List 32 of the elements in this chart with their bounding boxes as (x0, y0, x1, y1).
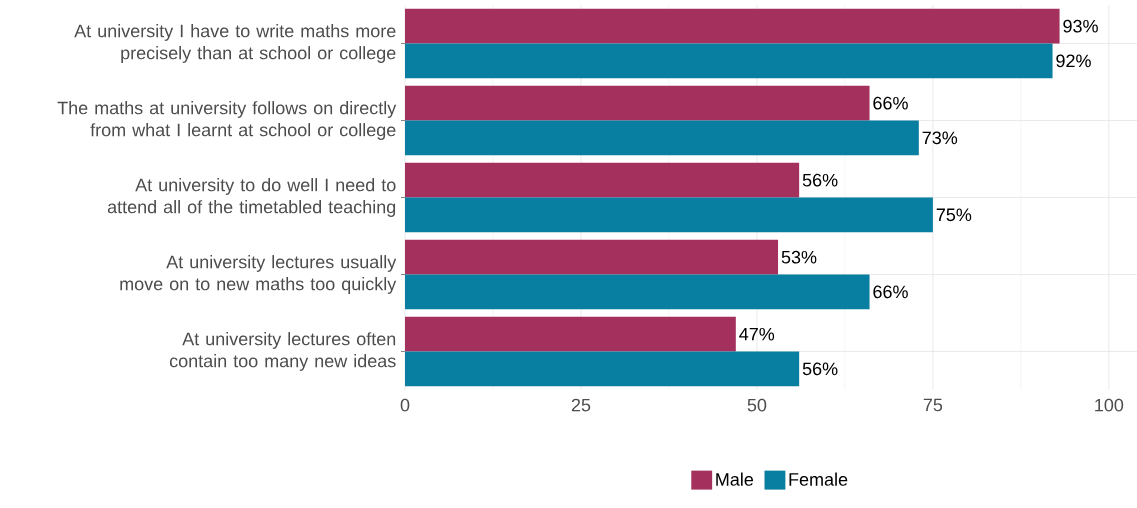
y-tick-label: At university I have to write maths more precisely than at school or college (74, 24, 396, 63)
data-label: 75% (936, 208, 972, 222)
data-label: 56% (802, 173, 838, 187)
bar (405, 197, 933, 233)
bar (405, 274, 870, 310)
bar (405, 316, 736, 352)
bar (405, 8, 1060, 44)
x-tick-label: 50 (747, 398, 767, 412)
y-tick-label: The maths at university follows on directly from what I learnt at school or college (57, 101, 397, 140)
data-label: 53% (781, 250, 817, 264)
x-tick-label: 25 (571, 398, 591, 412)
data-label: 56% (802, 362, 838, 376)
data-label: 73% (922, 131, 958, 145)
data-label: 47% (739, 327, 775, 341)
x-tick-label: 0 (400, 398, 410, 412)
legend-label: Male (716, 472, 754, 486)
data-label: 66% (873, 285, 908, 299)
y-tick-label: At university to do well I need to attend all of the timetabled teaching (107, 178, 396, 217)
bar (405, 239, 779, 275)
data-label: 92% (1056, 54, 1091, 68)
legend-label: Female (789, 472, 848, 486)
bar (405, 162, 800, 198)
y-tick-label: At university lectures often contain too many new ideas (169, 332, 396, 371)
bar (405, 351, 800, 387)
bar (405, 43, 1053, 79)
y-tick-label: At university lectures usually move on to new maths too quickly (120, 255, 397, 294)
x-tick-label: 100 (1095, 398, 1124, 412)
x-tick-label: 75 (923, 398, 943, 412)
data-label: 66% (873, 96, 908, 110)
data-label: 93% (1063, 19, 1098, 33)
bar (405, 120, 919, 156)
bar (405, 85, 870, 121)
